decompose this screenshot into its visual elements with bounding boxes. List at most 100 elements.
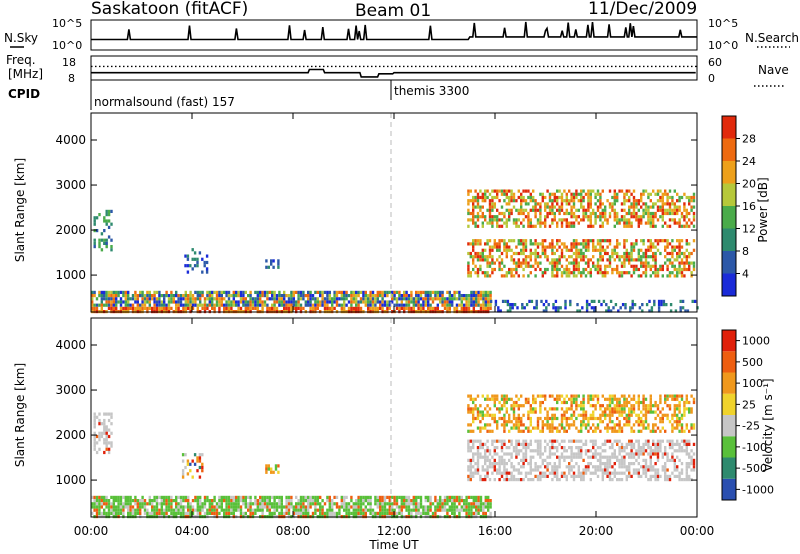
- data-cell: [582, 218, 585, 222]
- data-cell: [458, 508, 461, 512]
- data-cell: [560, 474, 564, 478]
- data-cell: [596, 397, 600, 401]
- data-cell: [486, 439, 489, 443]
- data-cell: [637, 397, 640, 401]
- data-cell: [196, 456, 199, 460]
- data-cell: [182, 505, 185, 509]
- data-cell: [601, 211, 604, 216]
- data-cell: [302, 511, 305, 515]
- data-cell: [469, 394, 472, 398]
- data-cell: [616, 221, 619, 225]
- data-cell: [647, 468, 650, 472]
- data-cell: [434, 294, 437, 298]
- data-cell: [400, 508, 403, 512]
- data-cell: [575, 452, 578, 456]
- data-cell: [343, 290, 346, 294]
- data-cell: [391, 508, 394, 512]
- data-cell: [479, 429, 482, 433]
- data-cell: [628, 271, 631, 275]
- freq-panel: Freq. [MHz] 18 8 60 0 Nave: [6, 53, 789, 87]
- data-cell: [517, 208, 520, 212]
- data-cell: [589, 439, 592, 443]
- data-cell: [446, 297, 449, 301]
- data-cell: [613, 423, 616, 427]
- data-cell: [618, 413, 621, 417]
- data-cell: [503, 274, 506, 278]
- data-cell: [405, 495, 408, 499]
- data-cell: [582, 420, 585, 424]
- data-cell: [357, 505, 360, 509]
- data-cell: [683, 261, 686, 265]
- data-cell: [424, 508, 427, 512]
- data-cell: [515, 426, 518, 430]
- data-cell: [422, 300, 425, 304]
- data-cell: [688, 255, 691, 259]
- data-cell: [476, 258, 480, 262]
- data-cell: [199, 303, 202, 307]
- data-cell: [642, 458, 645, 462]
- data-cell: [548, 211, 552, 216]
- data-cell: [105, 511, 108, 515]
- data-cell: [513, 303, 517, 307]
- data-cell: [644, 468, 648, 472]
- data-cell: [520, 420, 523, 424]
- data-cell: [412, 499, 415, 503]
- data-cell: [474, 255, 477, 259]
- data-cell: [660, 303, 663, 307]
- data-cell: [491, 205, 494, 209]
- data-cell: [568, 248, 571, 252]
- data-cell: [367, 294, 370, 298]
- data-cell: [553, 199, 556, 203]
- data-cell: [290, 495, 293, 499]
- data-cell: [503, 439, 506, 443]
- nsearch-tick-bottom: 10^0: [708, 39, 738, 52]
- data-cell: [536, 420, 540, 424]
- data-cell: [141, 499, 144, 503]
- data-cell: [201, 257, 204, 261]
- data-cell: [186, 254, 190, 258]
- data-cell: [376, 300, 379, 304]
- data-cell: [297, 511, 300, 515]
- data-cell: [223, 508, 226, 512]
- data-cell: [647, 245, 650, 249]
- data-cell: [560, 420, 564, 424]
- data-cell: [545, 306, 548, 310]
- data-cell: [105, 294, 108, 298]
- data-cell: [434, 508, 437, 512]
- data-cell: [539, 208, 542, 212]
- data-cell: [637, 404, 640, 408]
- data-cell: [321, 303, 324, 307]
- data-cell: [584, 468, 588, 472]
- data-cell: [673, 264, 676, 268]
- data-cell: [551, 239, 554, 243]
- data-cell: [654, 416, 657, 421]
- data-cell: [594, 218, 597, 222]
- data-cell: [632, 195, 636, 200]
- data-cell: [479, 303, 483, 307]
- data-cell: [107, 511, 111, 515]
- data-cell: [678, 458, 681, 462]
- data-cell: [601, 471, 604, 475]
- data-cell: [510, 420, 513, 424]
- data-cell: [671, 245, 674, 249]
- data-cell: [553, 258, 556, 262]
- data-cell: [249, 294, 252, 298]
- data-cell: [283, 294, 286, 298]
- data-cell: [539, 394, 542, 398]
- data-cell: [355, 303, 358, 307]
- data-cell: [679, 306, 682, 310]
- data-cell: [656, 439, 660, 443]
- data-cell: [656, 274, 660, 278]
- data-cell: [592, 245, 595, 249]
- data-cell: [547, 303, 550, 307]
- data-cell: [91, 303, 94, 307]
- data-cell: [630, 462, 633, 466]
- data-cell: [218, 499, 221, 503]
- data-cell: [422, 303, 425, 307]
- data-cell: [635, 258, 638, 262]
- data-cell: [208, 300, 211, 304]
- data-cell: [529, 416, 532, 421]
- data-cell: [215, 300, 219, 304]
- data-cell: [205, 270, 209, 274]
